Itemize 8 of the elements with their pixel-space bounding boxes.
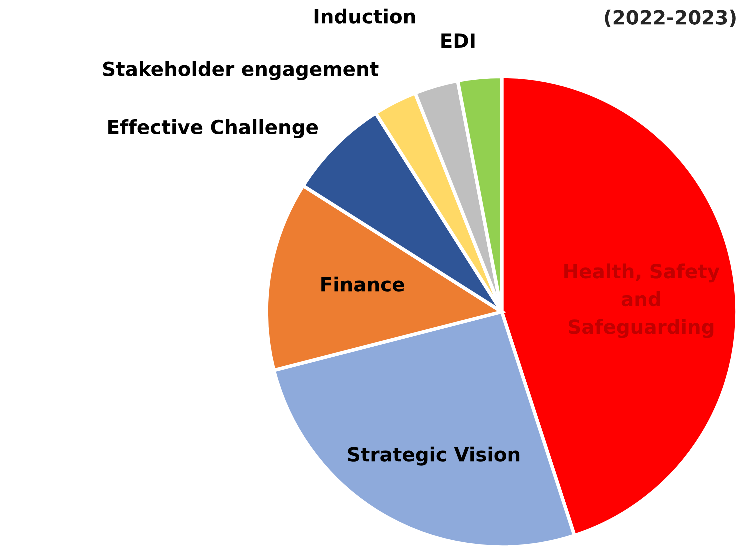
- slice-label: Health, Safety and Safeguarding: [564, 264, 720, 338]
- slice-label: Stakeholder engagement: [103, 61, 379, 80]
- slice-label: Strategic Vision: [348, 446, 520, 466]
- slice-label: Induction: [314, 8, 416, 24]
- slice-label: EDI: [442, 34, 475, 48]
- slice-label: Finance: [322, 276, 404, 292]
- slice-label: Effective Challenge: [108, 120, 318, 138]
- chart-title: (2022-2023): [605, 10, 736, 28]
